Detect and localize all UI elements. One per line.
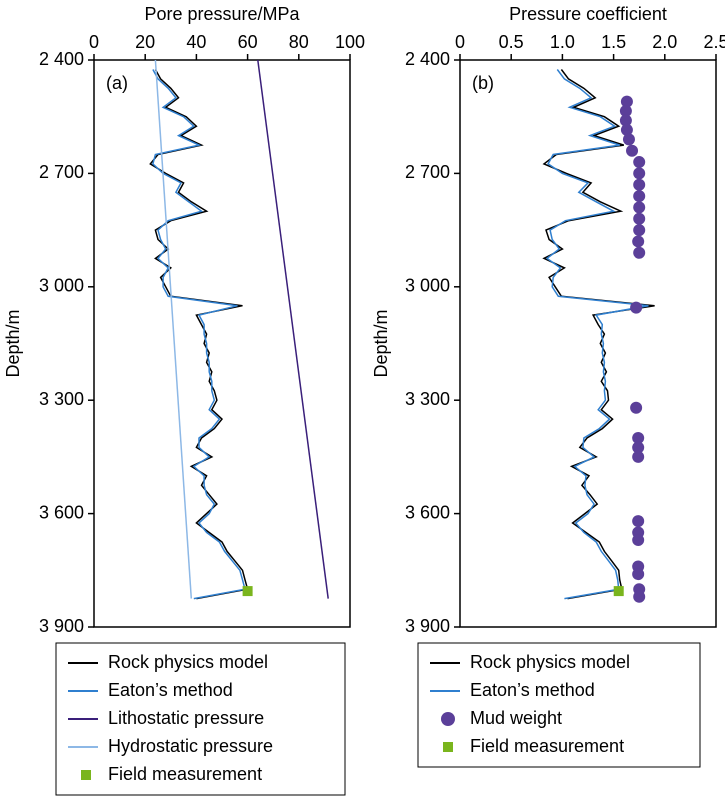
- x-tick-label: 20: [135, 32, 155, 52]
- y-tick-label: 3 000: [405, 276, 450, 296]
- mud-weight-point: [633, 246, 646, 259]
- x-tick-label: 0: [455, 32, 465, 52]
- x-axis-title: Pore pressure/MPa: [144, 4, 300, 24]
- legend-label: Eaton’s method: [470, 680, 595, 700]
- series-line: [257, 59, 329, 599]
- y-tick-label: 2 400: [405, 49, 450, 69]
- mud-weight-point: [633, 590, 646, 603]
- mud-weight-point: [630, 301, 643, 314]
- series-line: [149, 69, 249, 600]
- y-tick-label: 2 700: [405, 162, 450, 182]
- legend-box: [417, 642, 701, 768]
- legend-box: [55, 642, 346, 796]
- y-tick-label: 2 400: [39, 49, 84, 69]
- legend-label: Field measurement: [108, 764, 262, 784]
- y-tick-label: 3 300: [39, 389, 84, 409]
- y-tick-label: 3 600: [405, 502, 450, 522]
- legend-marker: [81, 770, 91, 780]
- mud-weight-point: [632, 450, 645, 463]
- field-point: [242, 586, 253, 597]
- mud-weight-point: [620, 123, 633, 136]
- y-tick-label: 3 600: [39, 502, 84, 522]
- x-tick-label: 2.5: [703, 32, 725, 52]
- mud-weight-point: [632, 432, 645, 444]
- x-tick-label: 40: [186, 32, 206, 52]
- legend-label: Lithostatic pressure: [108, 708, 264, 728]
- panel-label: (a): [106, 73, 128, 93]
- mud-weight-point: [633, 190, 646, 203]
- mud-weight-point: [633, 178, 646, 191]
- y-axis-title: Depth/m: [3, 309, 23, 377]
- x-axis-title: Pressure coefficient: [509, 4, 667, 24]
- mud-weight-point: [632, 568, 645, 581]
- y-tick-label: 3 000: [39, 276, 84, 296]
- y-tick-label: 3 300: [405, 389, 450, 409]
- y-tick-label: 3 900: [405, 616, 450, 636]
- x-tick-label: 100: [335, 32, 365, 52]
- x-tick-label: 60: [238, 32, 258, 52]
- series-line: [152, 69, 246, 600]
- legend-marker: [441, 712, 455, 726]
- mud-weight-point: [632, 235, 645, 248]
- legend-label: Rock physics model: [470, 652, 630, 672]
- legend-label: Field measurement: [470, 736, 624, 756]
- plot-frame: [93, 59, 351, 628]
- mud-weight-point: [632, 515, 645, 528]
- legend-label: Eaton’s method: [108, 680, 233, 700]
- x-tick-label: 2.0: [652, 32, 677, 52]
- x-tick-label: 80: [289, 32, 309, 52]
- mud-weight-point: [632, 441, 645, 454]
- mud-weight-point: [619, 105, 632, 118]
- y-tick-label: 2 700: [39, 162, 84, 182]
- x-tick-label: 0.5: [499, 32, 524, 52]
- mud-weight-point: [619, 114, 632, 127]
- y-axis-title: Depth/m: [371, 309, 391, 377]
- mud-weight-point: [620, 95, 633, 108]
- y-tick-label: 3 900: [39, 616, 84, 636]
- x-tick-label: 0: [89, 32, 99, 52]
- x-tick-label: 1.5: [601, 32, 626, 52]
- legend-label: Rock physics model: [108, 652, 268, 672]
- mud-weight-point: [633, 156, 646, 169]
- legend-marker: [443, 742, 453, 752]
- legend-label: Mud weight: [470, 708, 562, 728]
- mud-weight-point: [633, 167, 646, 180]
- mud-weight-point: [633, 201, 646, 214]
- x-tick-label: 1.0: [550, 32, 575, 52]
- legend-label: Hydrostatic pressure: [108, 736, 273, 756]
- mud-weight-point: [632, 534, 645, 547]
- mud-weight-point: [633, 224, 646, 237]
- series-line: [154, 59, 193, 599]
- plot-frame: [459, 59, 717, 628]
- mud-weight-point: [626, 144, 639, 157]
- mud-weight-point: [633, 212, 646, 225]
- field-point: [613, 586, 624, 597]
- series-line: [545, 69, 649, 600]
- mud-weight-point: [630, 401, 643, 414]
- mud-weight-point: [622, 133, 635, 146]
- panel-label: (b): [472, 73, 494, 93]
